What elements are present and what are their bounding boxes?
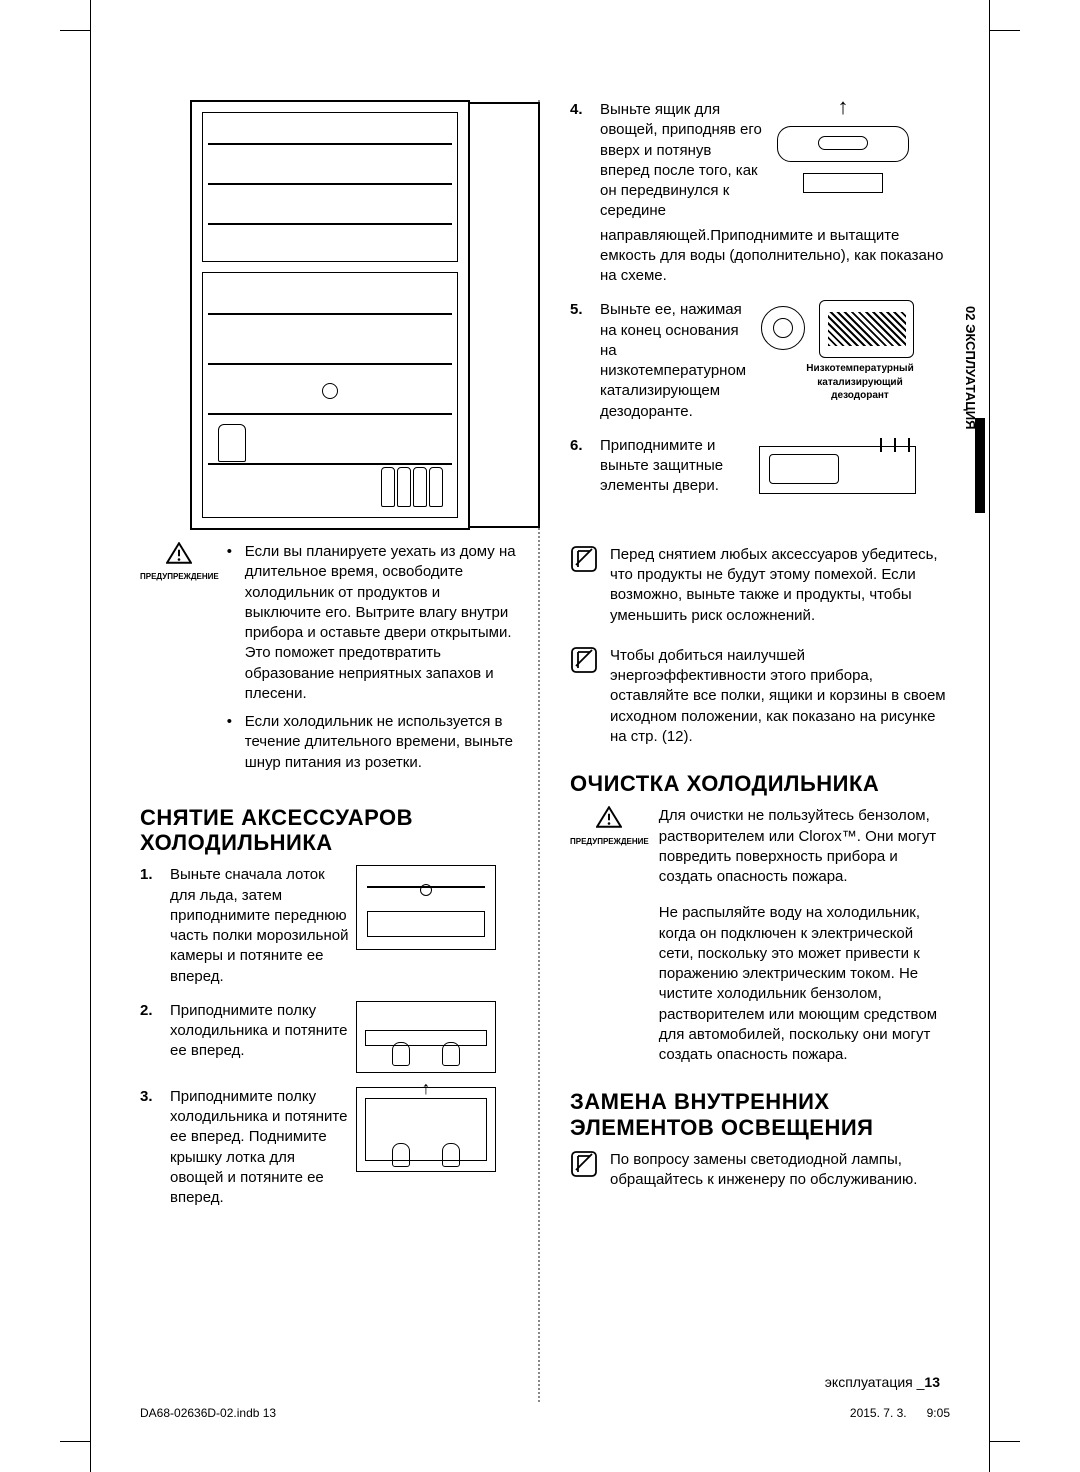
warning-label: ПРЕДУПРЕЖДЕНИЕ <box>140 572 219 583</box>
warning-icon: ПРЕДУПРЕЖДЕНИЕ <box>570 806 649 1065</box>
warning-bullet-1: Если вы планируете уехать из дому на дли… <box>245 542 520 704</box>
step-4-text-a: Выньте ящик для овощей, приподняв его вв… <box>600 100 765 222</box>
fridge-illustration <box>190 100 470 530</box>
step-2: 2. Приподнимите полку холодильника и пот… <box>140 1001 520 1073</box>
step-2-illustration <box>356 1001 496 1073</box>
heading-lamp: ЗАМЕНА ВНУТРЕННИХ ЭЛЕМЕНТОВ ОСВЕЩЕНИЯ <box>570 1089 950 1140</box>
step-2-text: Приподнимите полку холодильника и потяни… <box>170 1001 350 1062</box>
clean-text-2: Не распыляйте воду на холодильник, когда… <box>659 903 950 1065</box>
step-5-caption: Низкотемпературный катализирующий дезодо… <box>800 362 920 403</box>
step-4: 4. Выньте ящик для овощей, приподняв его… <box>570 100 950 286</box>
note-1-text: Перед снятием любых аксессуаров убедитес… <box>610 545 950 626</box>
page-number: эксплуатация _13 <box>825 1374 940 1390</box>
left-column: ПРЕДУПРЕЖДЕНИЕ •Если вы планируете уехат… <box>140 100 540 1402</box>
lamp-note: По вопросу замены светодиодной лампы, об… <box>570 1150 950 1191</box>
step-5-text: Выньте ее, нажимая на конец основания на… <box>600 300 755 422</box>
step-1: 1. Выньте сначала лоток для льда, затем … <box>140 865 520 987</box>
clean-warning: ПРЕДУПРЕЖДЕНИЕ Для очистки не пользуйтес… <box>570 806 950 1065</box>
footer-left: DA68-02636D-02.indb 13 <box>140 1406 276 1420</box>
step-3-text: Приподнимите полку холодильника и потяни… <box>170 1087 350 1209</box>
note-2-text: Чтобы добиться наилучшей энергоэффективн… <box>610 646 950 747</box>
content-area: ПРЕДУПРЕЖДЕНИЕ •Если вы планируете уехат… <box>140 100 950 1402</box>
step-6-illustration <box>755 436 920 521</box>
warning-bullets: •Если вы планируете уехать из дому на дл… <box>227 542 520 781</box>
heading-accessories: СНЯТИЕ АКСЕССУАРОВ ХОЛОДИЛЬНИКА <box>140 805 520 856</box>
step-5: 5. Выньте ее, нажимая на конец основания… <box>570 300 950 422</box>
step-5-illustration: Низкотемпературный катализирующий дезодо… <box>755 300 920 410</box>
step-6: 6. Приподнимите и выньте защитные элемен… <box>570 436 950 521</box>
heading-cleaning: ОЧИСТКА ХОЛОДИЛЬНИКА <box>570 771 950 796</box>
note-icon <box>570 1150 600 1191</box>
step-4-text-b: направляющей.Приподнимите и вытащите емк… <box>600 226 950 287</box>
warning-icon: ПРЕДУПРЕЖДЕНИЕ <box>140 542 219 781</box>
side-tab-text: 02 ЭКСПЛУАТАЦИЯ <box>963 306 978 429</box>
note-1: Перед снятием любых аксессуаров убедитес… <box>570 545 950 626</box>
step-6-text: Приподнимите и выньте защитные элементы … <box>600 436 755 497</box>
warning-bullet-2: Если холодильник не используется в течен… <box>245 712 520 773</box>
side-tab: 02 ЭКСПЛУАТАЦИЯ <box>963 298 985 608</box>
warning-block: ПРЕДУПРЕЖДЕНИЕ •Если вы планируете уехат… <box>140 542 520 781</box>
step-3-illustration: ↑ <box>356 1087 496 1172</box>
step-1-text: Выньте сначала лоток для льда, затем при… <box>170 865 350 987</box>
footer-right: 2015. 7. 3. 9:05 <box>850 1406 950 1420</box>
footer: DA68-02636D-02.indb 13 2015. 7. 3. 9:05 <box>140 1406 950 1420</box>
note-icon <box>570 545 600 626</box>
step-4-illustration: ↑ <box>773 100 913 195</box>
right-column: 4. Выньте ящик для овощей, приподняв его… <box>570 100 950 1402</box>
clean-text-1: Для очистки не пользуйтесь бензолом, рас… <box>659 806 950 887</box>
note-icon <box>570 646 600 747</box>
side-tab-marker <box>975 418 985 513</box>
step-1-illustration <box>356 865 496 950</box>
lamp-text: По вопросу замены светодиодной лампы, об… <box>610 1150 950 1191</box>
warning-label: ПРЕДУПРЕЖДЕНИЕ <box>570 837 649 848</box>
step-3: 3. Приподнимите полку холодильника и пот… <box>140 1087 520 1209</box>
note-2: Чтобы добиться наилучшей энергоэффективн… <box>570 646 950 747</box>
